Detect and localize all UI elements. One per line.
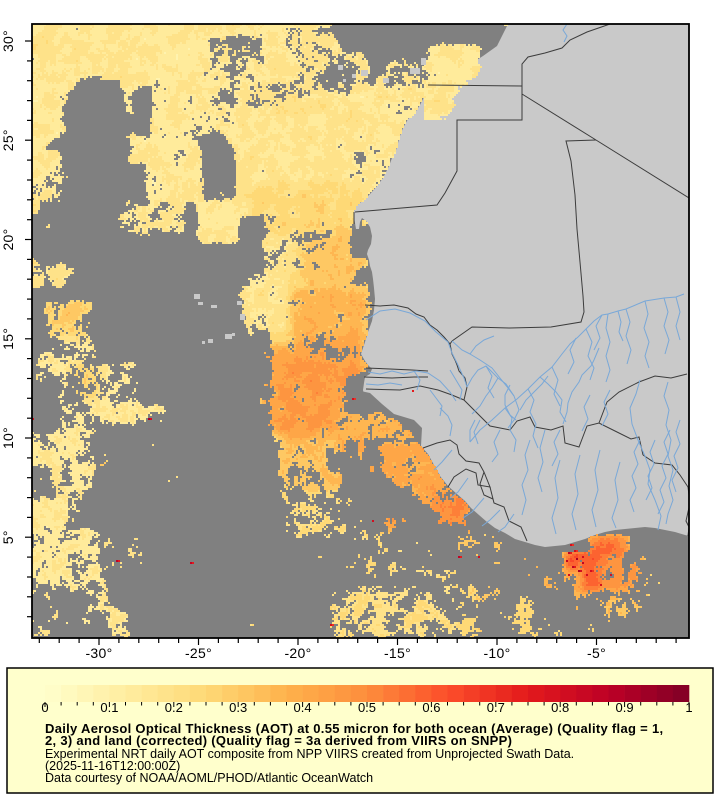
svg-text:-25°: -25° (185, 645, 212, 661)
svg-text:10°: 10° (0, 427, 16, 449)
svg-text:-15°: -15° (384, 645, 411, 661)
svg-text:-30°: -30° (85, 645, 112, 661)
svg-text:1: 1 (685, 700, 692, 715)
svg-text:Data courtesy of NOAA/AOML/PHO: Data courtesy of NOAA/AOML/PHOD/Atlantic… (45, 771, 373, 785)
svg-text:5°: 5° (0, 530, 16, 544)
svg-text:0.2: 0.2 (165, 700, 183, 715)
svg-text:20°: 20° (0, 228, 16, 250)
svg-text:25°: 25° (0, 129, 16, 151)
svg-text:0.7: 0.7 (487, 700, 505, 715)
svg-text:-10°: -10° (483, 645, 510, 661)
svg-text:0.9: 0.9 (616, 700, 634, 715)
svg-text:15°: 15° (0, 328, 16, 350)
svg-text:30°: 30° (0, 30, 16, 52)
svg-text:0.8: 0.8 (551, 700, 569, 715)
svg-text:Experimental NRT daily AOT com: Experimental NRT daily AOT composite fro… (45, 747, 574, 761)
svg-text:2, 3) and land (corrected) (Qu: 2, 3) and land (corrected) (Quality flag… (45, 733, 512, 748)
svg-text:0.6: 0.6 (422, 700, 440, 715)
svg-text:-20°: -20° (284, 645, 311, 661)
svg-text:Daily Aerosol Optical Thicknes: Daily Aerosol Optical Thickness (AOT) at… (45, 721, 663, 736)
svg-text:0.3: 0.3 (229, 700, 247, 715)
svg-text:(2025-11-16T12:00:00Z): (2025-11-16T12:00:00Z) (45, 759, 180, 773)
svg-text:0.4: 0.4 (294, 700, 312, 715)
svg-text:0: 0 (41, 700, 48, 715)
svg-text:0.5: 0.5 (358, 700, 376, 715)
svg-text:0.1: 0.1 (100, 700, 118, 715)
svg-text:-5°: -5° (587, 645, 606, 661)
